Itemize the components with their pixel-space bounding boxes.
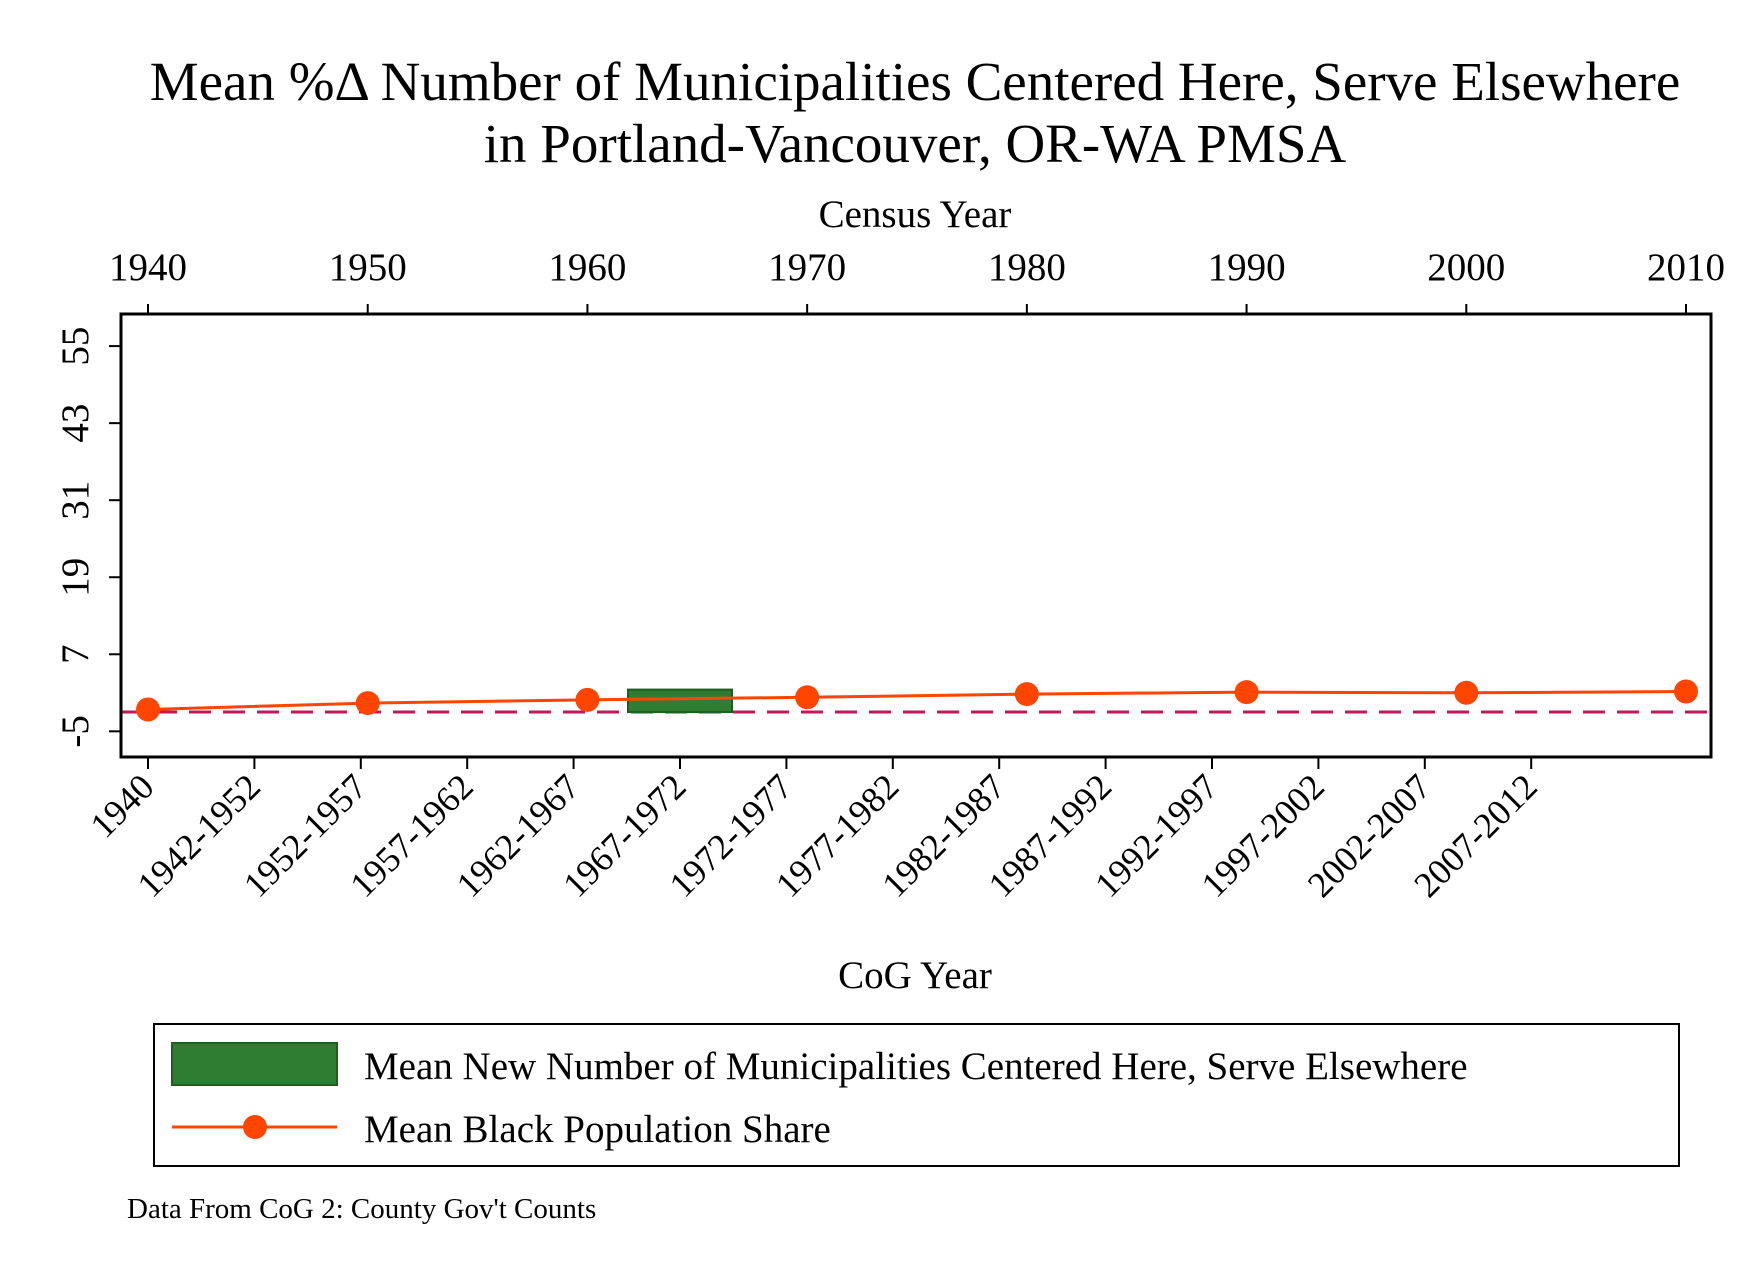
bar xyxy=(627,688,733,714)
top-tick-label: 1970 xyxy=(768,246,846,289)
series-line xyxy=(147,690,1687,711)
bottom-axis: 19401942-19521952-19571957-19621962-1967… xyxy=(82,757,1545,905)
data-point xyxy=(1234,680,1259,705)
legend: Mean New Number of Municipalities Center… xyxy=(153,1023,1680,1167)
top-axis-label: Census Year xyxy=(819,193,1012,236)
y-axis: -5 7 19 31 43 55 xyxy=(54,327,121,748)
y-tick-label: 55 xyxy=(54,327,97,366)
chart-title-line2: in Portland-Vancouver, OR-WA PMSA xyxy=(484,113,1347,174)
y-tick-label: 31 xyxy=(54,481,97,520)
y-tick-label: 43 xyxy=(54,404,97,443)
data-point xyxy=(575,687,600,712)
y-tick-label: 19 xyxy=(54,558,97,597)
top-tick-label: 1950 xyxy=(329,246,407,289)
top-tick-label: 2010 xyxy=(1647,246,1725,289)
legend-bar-label: Mean New Number of Municipalities Center… xyxy=(364,1045,1468,1088)
legend-bar-swatch xyxy=(171,1042,338,1086)
top-tick-label: 1990 xyxy=(1208,246,1286,289)
x-axis-label: CoG Year xyxy=(838,954,992,997)
y-tick-label: -5 xyxy=(54,715,97,748)
legend-line-marker xyxy=(243,1115,267,1139)
y-tick-label: 7 xyxy=(54,645,97,665)
data-point xyxy=(1014,682,1039,707)
bottom-tick-label: 1940 xyxy=(82,766,161,845)
legend-box xyxy=(153,1023,1680,1167)
data-point xyxy=(795,685,820,710)
top-tick-label: 1960 xyxy=(548,246,626,289)
data-point xyxy=(1454,680,1479,705)
data-point xyxy=(136,697,160,722)
data-point xyxy=(1674,679,1698,704)
top-tick-label: 1980 xyxy=(988,246,1066,289)
line-series xyxy=(136,679,1698,722)
plot-frame xyxy=(119,312,1713,759)
source-note: Data From CoG 2: County Gov't Counts xyxy=(127,1193,596,1225)
top-tick-label: 1940 xyxy=(109,246,187,289)
legend-line-label: Mean Black Population Share xyxy=(364,1108,831,1151)
top-axis: 1940 1950 1960 1970 1980 1990 2000 2010 xyxy=(109,246,1725,314)
data-point xyxy=(355,691,380,716)
top-tick-label: 2000 xyxy=(1427,246,1505,289)
bar-series xyxy=(627,688,733,714)
chart-title-line1: Mean %Δ Number of Municipalities Centere… xyxy=(150,51,1681,112)
